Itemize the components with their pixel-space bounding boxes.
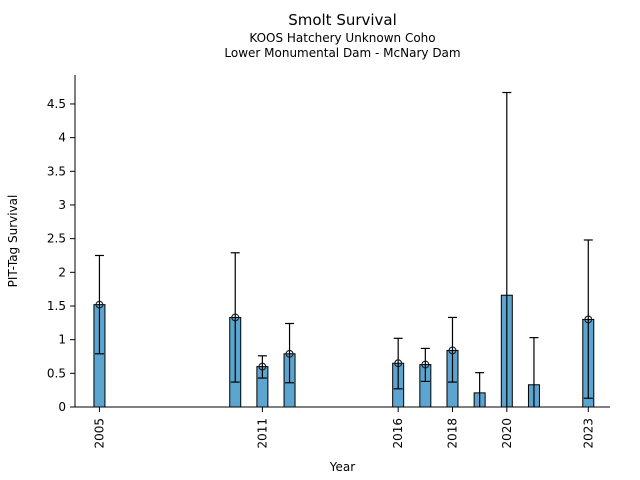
y-tick-label: 0 bbox=[58, 400, 66, 414]
x-tick-label: 2011 bbox=[255, 418, 269, 449]
point-marker-2012 bbox=[285, 349, 294, 358]
point-marker-2011 bbox=[258, 362, 267, 371]
y-tick-label: 4 bbox=[58, 131, 66, 145]
chart-subtitle-stock: KOOS Hatchery Unknown Coho bbox=[249, 31, 436, 45]
y-tick-label: 2.5 bbox=[47, 232, 66, 246]
y-tick-label: 1.5 bbox=[47, 299, 66, 313]
chart-title: Smolt Survival bbox=[288, 11, 397, 29]
point-marker-2010 bbox=[231, 313, 240, 322]
point-marker-2005 bbox=[95, 300, 104, 309]
x-tick-label: 2018 bbox=[445, 418, 459, 449]
chart-subtitle-reach: Lower Monumental Dam - McNary Dam bbox=[224, 46, 461, 60]
x-axis-label: Year bbox=[329, 460, 356, 474]
y-tick-label: 1 bbox=[58, 333, 66, 347]
y-tick-label: 2 bbox=[58, 265, 66, 279]
point-marker-2023 bbox=[584, 315, 593, 324]
y-tick-label: 4.5 bbox=[47, 97, 66, 111]
y-tick-label: 3 bbox=[58, 198, 66, 212]
x-tick-label: 2023 bbox=[581, 418, 595, 449]
point-marker-2017 bbox=[421, 360, 430, 369]
x-tick-label: 2016 bbox=[391, 418, 405, 449]
x-tick-label: 2020 bbox=[500, 418, 514, 449]
x-tick-label: 2005 bbox=[92, 418, 106, 449]
point-marker-2016 bbox=[394, 359, 403, 368]
y-tick-label: 3.5 bbox=[47, 164, 66, 178]
point-marker-2018 bbox=[448, 346, 457, 355]
y-tick-label: 0.5 bbox=[47, 366, 66, 380]
